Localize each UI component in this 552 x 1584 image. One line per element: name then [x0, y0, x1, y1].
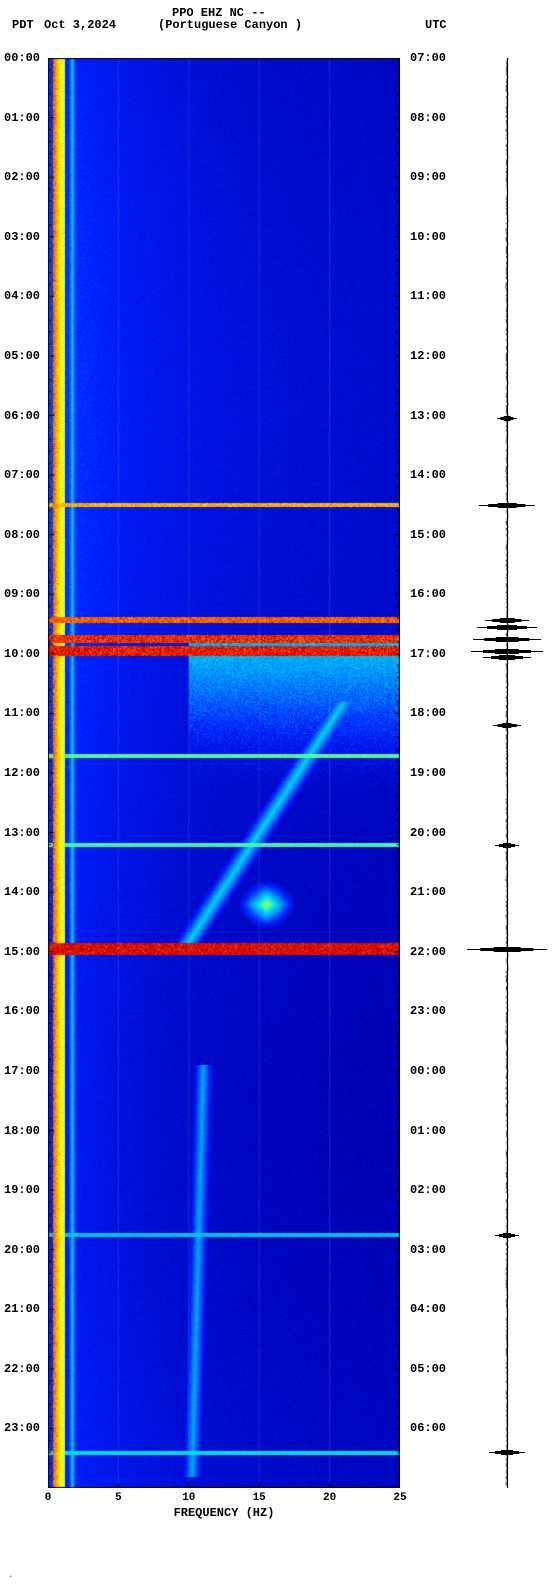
pdt-tick: 02:00	[4, 170, 40, 184]
pdt-tick: 06:00	[4, 409, 40, 423]
pdt-tick: 12:00	[4, 766, 40, 780]
spectrogram-plot: 00:0001:0002:0003:0004:0005:0006:0007:00…	[48, 58, 400, 1488]
pdt-tick: 18:00	[4, 1124, 40, 1138]
utc-tick: 19:00	[410, 766, 446, 780]
pdt-tick: 13:00	[4, 826, 40, 840]
spectrogram-canvas	[48, 58, 400, 1488]
pdt-tick: 16:00	[4, 1004, 40, 1018]
pdt-tick: 01:00	[4, 111, 40, 125]
pdt-tick: 11:00	[4, 706, 40, 720]
pdt-tick: 05:00	[4, 349, 40, 363]
pdt-tick: 08:00	[4, 528, 40, 542]
utc-tick: 17:00	[410, 647, 446, 661]
amplitude-trace	[472, 58, 542, 1488]
utc-tick: 02:00	[410, 1183, 446, 1197]
utc-tick: 20:00	[410, 826, 446, 840]
utc-tick: 22:00	[410, 945, 446, 959]
utc-tick: 00:00	[410, 1064, 446, 1078]
utc-tick: 01:00	[410, 1124, 446, 1138]
utc-tick: 16:00	[410, 587, 446, 601]
utc-tick: 18:00	[410, 706, 446, 720]
pdt-tick: 22:00	[4, 1362, 40, 1376]
utc-tick: 12:00	[410, 349, 446, 363]
freq-tick: 25	[393, 1492, 406, 1504]
freq-tick: 0	[45, 1492, 52, 1504]
date-label: Oct 3,2024	[44, 18, 116, 32]
pdt-tick: 10:00	[4, 647, 40, 661]
utc-tick: 04:00	[410, 1302, 446, 1316]
tz-right-label: UTC	[425, 18, 447, 32]
utc-tick: 09:00	[410, 170, 446, 184]
pdt-tick: 17:00	[4, 1064, 40, 1078]
frequency-axis: 0510152025 FREQUENCY (HZ)	[48, 1488, 400, 1518]
utc-tick: 21:00	[410, 885, 446, 899]
pdt-tick: 04:00	[4, 289, 40, 303]
pdt-tick: 07:00	[4, 468, 40, 482]
header: PDT Oct 3,2024 PPO EHZ NC -- (Portuguese…	[0, 0, 552, 40]
pdt-tick: 23:00	[4, 1421, 40, 1435]
pdt-tick: 21:00	[4, 1302, 40, 1316]
title-line-2: (Portuguese Canyon )	[158, 18, 302, 32]
freq-tick: 10	[182, 1492, 195, 1504]
trace-noise-canvas	[472, 58, 542, 1488]
utc-tick: 03:00	[410, 1243, 446, 1257]
utc-tick: 10:00	[410, 230, 446, 244]
pdt-tick: 09:00	[4, 587, 40, 601]
pdt-tick: 14:00	[4, 885, 40, 899]
footer-mark: .	[8, 1570, 13, 1580]
utc-tick: 08:00	[410, 111, 446, 125]
utc-tick: 15:00	[410, 528, 446, 542]
utc-tick: 14:00	[410, 468, 446, 482]
utc-tick: 23:00	[410, 1004, 446, 1018]
pdt-tick: 20:00	[4, 1243, 40, 1257]
tz-left-label: PDT	[12, 18, 34, 32]
frequency-axis-label: FREQUENCY (HZ)	[48, 1506, 400, 1520]
pdt-tick: 19:00	[4, 1183, 40, 1197]
utc-tick: 05:00	[410, 1362, 446, 1376]
pdt-tick: 00:00	[4, 51, 40, 65]
utc-tick: 07:00	[410, 51, 446, 65]
utc-tick: 06:00	[410, 1421, 446, 1435]
pdt-tick: 15:00	[4, 945, 40, 959]
freq-tick: 15	[253, 1492, 266, 1504]
pdt-tick: 03:00	[4, 230, 40, 244]
utc-tick: 11:00	[410, 289, 446, 303]
freq-tick: 20	[323, 1492, 336, 1504]
freq-tick: 5	[115, 1492, 122, 1504]
utc-tick: 13:00	[410, 409, 446, 423]
